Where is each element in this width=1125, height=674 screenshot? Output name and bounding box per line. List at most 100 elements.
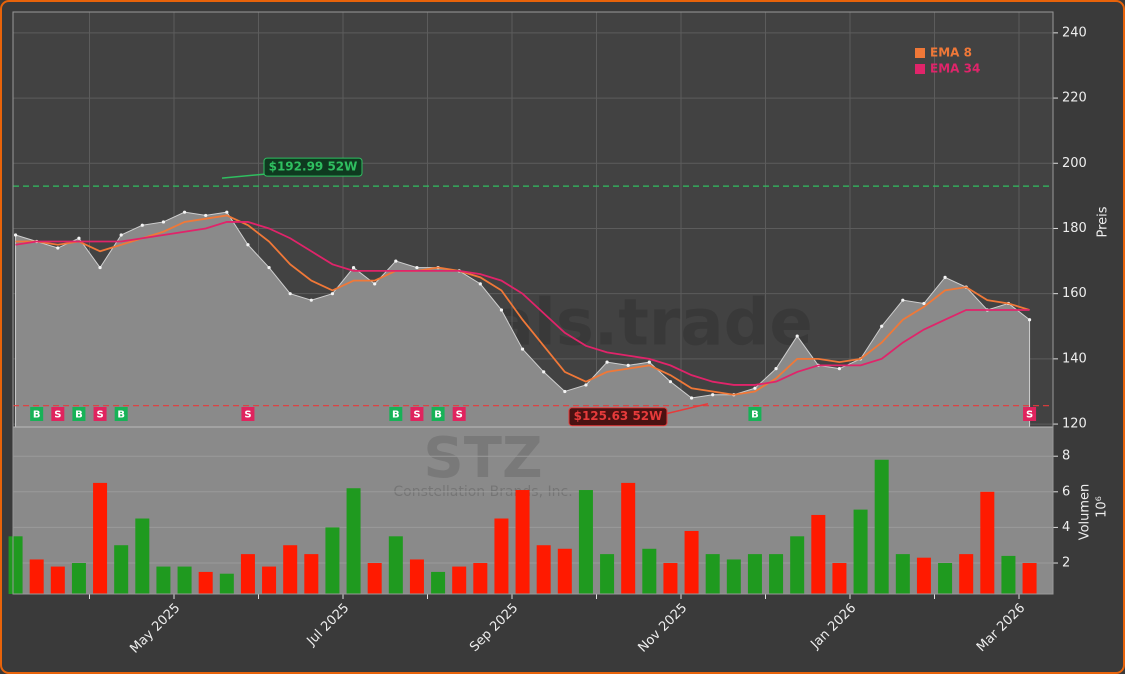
signal-label: B [392, 410, 400, 421]
volume-bar [388, 536, 403, 594]
close-point [795, 334, 799, 338]
close-point [922, 301, 926, 306]
close-point [161, 220, 166, 224]
signal-label: S [244, 410, 251, 421]
volume-tick-label: 8 [1062, 449, 1070, 464]
close-point [77, 236, 81, 240]
close-point [711, 393, 715, 397]
close-point [394, 259, 398, 263]
signal-label: S [54, 410, 61, 421]
close-point [689, 396, 694, 400]
close-point [668, 380, 673, 384]
close-point [119, 233, 123, 237]
close-point [943, 275, 947, 279]
y-tick-label: 200 [1062, 156, 1087, 171]
close-point [542, 370, 546, 374]
close-point [837, 367, 842, 371]
legend-swatch [915, 48, 925, 58]
y-axis-label: Preis [1096, 206, 1111, 237]
y-tick-label: 180 [1062, 221, 1087, 236]
y-tick-label: 160 [1062, 286, 1087, 301]
volume-bar [916, 557, 931, 594]
close-point [880, 324, 884, 328]
volume-bar [684, 530, 699, 594]
signal-label: B [751, 410, 759, 421]
close-point [605, 360, 609, 364]
signal-box [241, 407, 255, 421]
volume-bar [304, 554, 319, 594]
volume-tick-label: 2 [1062, 556, 1070, 571]
signal-box [51, 407, 65, 421]
volume-bar [346, 488, 361, 594]
y-tick-label: 120 [1062, 417, 1087, 432]
signal-label: B [33, 410, 41, 421]
y-tick-label: 240 [1062, 25, 1087, 40]
close-point [415, 265, 419, 270]
volume-bar [853, 509, 868, 594]
volume-bar [938, 563, 953, 594]
volume-tick-label: 6 [1062, 484, 1070, 499]
signal-box [30, 407, 44, 421]
close-point [204, 213, 208, 218]
volume-bar [177, 566, 192, 594]
close-point [98, 265, 102, 270]
volume-bar [240, 554, 255, 594]
signal-box [72, 407, 86, 421]
close-point [753, 386, 757, 390]
watermark-ticker: STZ [423, 426, 542, 491]
close-point [478, 282, 482, 286]
signal-box [748, 407, 762, 421]
close-point [351, 265, 356, 270]
volume-tick-label: 4 [1062, 520, 1070, 535]
volume-bar [832, 563, 847, 594]
volume-bar [50, 566, 65, 594]
volume-bar [1022, 563, 1037, 594]
close-point [373, 282, 377, 286]
high-label: $192.99 52W [269, 160, 358, 174]
volume-bar [367, 563, 382, 594]
ema-line [15, 214, 1030, 396]
y-tick-label: 140 [1062, 351, 1087, 366]
close-point [520, 347, 525, 351]
high-arrow [221, 173, 266, 179]
volume-bar [642, 548, 657, 594]
signal-box [389, 407, 403, 421]
signal-box [410, 407, 424, 421]
low-arrow [665, 402, 709, 415]
signal-label: S [1026, 410, 1033, 421]
close-point [584, 383, 588, 387]
volume-bar [895, 554, 910, 594]
volume-bar [409, 559, 424, 594]
volume-bar [790, 536, 805, 594]
ema-line [15, 221, 1030, 386]
signal-box [1023, 407, 1037, 421]
legend-label: EMA 34 [930, 62, 980, 76]
close-point [267, 265, 271, 270]
price-area [15, 211, 1031, 428]
volume-bar [325, 527, 340, 594]
signal-box [431, 407, 445, 421]
legend-swatch [915, 64, 925, 74]
legend-label: EMA 8 [930, 46, 972, 60]
close-point [246, 243, 250, 247]
close-point [774, 367, 778, 371]
volume-bar [156, 566, 171, 594]
signal-label: S [413, 410, 420, 421]
signal-box [114, 407, 128, 421]
low-label: $125.63 52W [574, 409, 663, 423]
volume-bar [93, 482, 108, 594]
volume-bar [536, 545, 551, 594]
close-point [330, 292, 335, 296]
volume-bar [621, 482, 636, 594]
close-point [13, 233, 18, 237]
volume-bar [578, 490, 593, 594]
volume-bar [198, 571, 213, 594]
close-point [56, 246, 60, 250]
volume-bar [1001, 555, 1016, 594]
volume-bar [557, 548, 572, 594]
signal-label: S [96, 410, 103, 421]
signal-box [452, 407, 466, 421]
signal-label: B [434, 410, 442, 421]
signal-label: B [117, 410, 125, 421]
